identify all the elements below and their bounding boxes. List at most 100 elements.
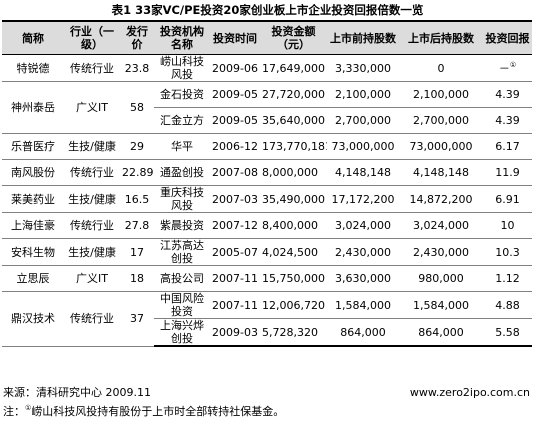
industry-cell: 传统行业 [64,212,120,239]
investment-date-cell: 2007-12 [210,212,260,239]
company-name-cell: 上海佳豪 [2,212,64,239]
investment-date-cell: 2007-08 [210,159,260,186]
table-row: 南风股份 传统行业 22.89 通盈创投 2007-08 8,000,000 4,148,1… [2,159,532,186]
return-multiple-cell: 6.17 [483,133,532,160]
return-multiple-cell: 1.12 [483,265,532,292]
return-multiple-cell: 4.88 [483,291,532,319]
footnote-prefix: 注： [3,405,25,418]
investment-amount-cell: 35,490,000 [260,185,327,213]
return-multiple-cell: 10.3 [483,238,532,266]
post-ipo-shares-cell: 14,872,200 [399,185,483,213]
investor-cell: 金石投资 [154,81,210,108]
post-ipo-shares-cell: 1,584,000 [399,291,483,319]
table-row: 上海兴烨创投 2009-03 5,728,320 864,000 864,000 5.58 [2,318,532,347]
investor-cell: 上海兴烨创投 [154,318,210,347]
table-title: 表1 33家VC/PE投资20家创业板上市企业投资回报倍数一览 [111,3,424,17]
return-value: 11.9 [495,166,520,179]
investor-cell: 江苏高达创投 [154,238,210,266]
investor-cell: 通盈创投 [154,159,210,186]
industry-cell: 传统行业 [64,159,120,186]
pre-ipo-shares-cell: 2,100,000 [327,81,399,108]
return-multiple-cell: －① [483,54,532,82]
investment-amount-cell: 5,728,320 [260,318,327,347]
return-value: 10 [500,219,515,232]
footnote: 注：①崂山科技风投持有股份于上市时全部转持社保基金。 [3,405,284,419]
header-cell: 投资时间 [210,20,260,55]
investor-cell: 汇金立方 [154,107,210,134]
investment-amount-cell: 17,649,000 [260,54,327,82]
post-ipo-shares-cell: 4,148,148 [399,159,483,186]
issue-price-cell: 29 [120,133,154,160]
industry-cell: 传统行业 [64,291,120,347]
investment-date-cell: 2009-05 [210,107,260,134]
company-name-cell: 特锐德 [2,54,64,82]
website-url: www.zero2ipo.com.cn [409,386,530,399]
issue-price-cell: 17 [120,238,154,266]
return-multiple-cell: 11.9 [483,159,532,186]
table-row: 特锐德 传统行业 23.8 崂山科技风投 2009-06 17,649,000 3,330,… [2,54,532,82]
header-cell: 简称 [2,20,64,55]
return-value: 4.39 [495,114,520,127]
investment-date-cell: 2009-03 [210,318,260,347]
return-multiple-cell: 5.58 [483,318,532,347]
investment-amount-cell: 35,640,000 [260,107,327,134]
company-name-cell: 鼎汉技术 [2,291,64,347]
investor-cell: 崂山科技风投 [154,54,210,82]
header-cell: 投资回报 [483,20,532,55]
post-ipo-shares-cell: 2,700,000 [399,107,483,134]
investment-amount-cell: 173,770,181 [260,133,327,160]
return-value: 1.12 [495,272,520,285]
pre-ipo-shares-cell: 864,000 [327,318,399,347]
company-name-cell: 神州泰岳 [2,81,64,134]
return-multiple-cell: 4.39 [483,81,532,108]
pre-ipo-shares-cell: 73,000,000 [327,133,399,160]
header-cell: 上市后持股数 [399,20,483,55]
post-ipo-shares-cell: 864,000 [399,318,483,347]
post-ipo-shares-cell: 73,000,000 [399,133,483,160]
table-body: 特锐德 传统行业 23.8 崂山科技风投 2009-06 17,649,000 3,330,… [2,54,532,347]
source-note: 来源：清科研究中心 2009.11 [3,386,151,399]
return-value: 4.88 [495,298,520,312]
company-name-cell: 南风股份 [2,159,64,186]
investment-date-cell: 2009-05 [210,81,260,108]
issue-price-cell: 22.89 [120,159,154,186]
investment-amount-cell: 15,750,000 [260,265,327,292]
issue-price-cell: 18 [120,265,154,292]
industry-cell: 广义IT [64,265,120,292]
return-multiple-cell: 6.91 [483,185,532,213]
issue-price-cell: 58 [120,81,154,134]
return-multiple-cell: 4.39 [483,107,532,134]
post-ipo-shares-cell: 980,000 [399,265,483,292]
return-value: 5.58 [495,325,520,339]
footnote-text: 崂山科技风投持有股份于上市时全部转持社保基金。 [31,405,285,418]
issue-price-cell: 23.8 [120,54,154,82]
post-ipo-shares-cell: 2,430,000 [399,238,483,266]
table-row: 莱美药业 生技/健康 16.5 重庆科技风投 2007-03 35,490,000 17,1… [2,185,532,213]
company-name-cell: 乐普医疗 [2,133,64,160]
issue-price-cell: 27.8 [120,212,154,239]
post-ipo-shares-cell: 2,100,000 [399,81,483,108]
industry-cell: 生技/健康 [64,185,120,213]
company-name-cell: 立思辰 [2,265,64,292]
industry-cell: 生技/健康 [64,133,120,160]
investment-date-cell: 2006-12 [210,133,260,160]
table-row: 神州泰岳 广义IT 58 金石投资 2009-05 27,720,000 2,100,000… [2,81,532,134]
pre-ipo-shares-cell: 3,630,000 [327,265,399,292]
table-row: 上海佳豪 传统行业 27.8 紫晨投资 2007-12 8,400,000 3,024,00… [2,212,532,239]
table-row: 鼎汉技术 传统行业 37 中国风险投资 2007-11 12,006,720 1,584,0… [2,291,532,347]
pre-ipo-shares-cell: 2,700,000 [327,107,399,134]
table-row: 汇金立方 2009-05 35,640,000 2,700,000 2,700,000 4… [2,107,532,134]
industry-cell: 传统行业 [64,54,120,82]
pre-ipo-shares-cell: 1,584,000 [327,291,399,319]
investment-date-cell: 2007-11 [210,291,260,319]
pre-ipo-shares-cell: 2,430,000 [327,238,399,266]
investment-amount-cell: 8,400,000 [260,212,327,239]
industry-cell: 广义IT [64,81,120,134]
investment-amount-cell: 8,000,000 [260,159,327,186]
pre-ipo-shares-cell: 3,330,000 [327,54,399,82]
header-cell: 投资金额（元） [260,20,327,55]
investment-amount-cell: 12,006,720 [260,291,327,319]
investor-cell: 高投公司 [154,265,210,292]
pre-ipo-shares-cell: 3,024,000 [327,212,399,239]
return-value: 6.91 [495,192,520,206]
